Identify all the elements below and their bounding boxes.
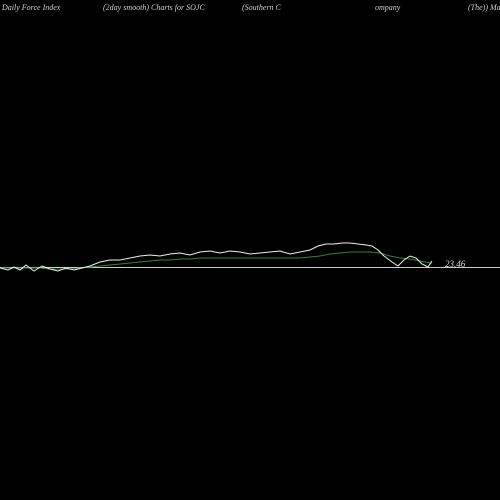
current-value-label: 23.46: [445, 259, 465, 269]
chart-plot-area: [0, 0, 500, 500]
series-smooth-green: [0, 252, 432, 269]
series-force-white: [0, 243, 432, 271]
